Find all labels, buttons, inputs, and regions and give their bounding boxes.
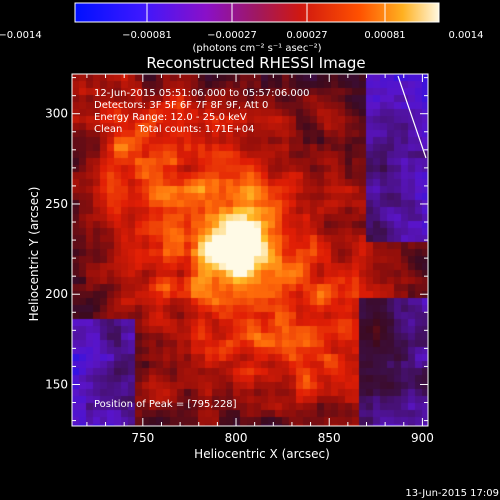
- peak-position-label: Position of Peak = [795,228]: [94, 399, 237, 410]
- title-area: Reconstructed RHESSI Image: [146, 54, 365, 72]
- x-tick-label: 900: [411, 431, 434, 445]
- colorbar-tick-label: 0.00081: [364, 30, 405, 41]
- info-line: 12-Jun-2015 05:51:06.000 to 05:57:06.000: [94, 88, 310, 99]
- info-line: Energy Range: 12.0 - 25.0 keV: [94, 112, 247, 123]
- colorbar-units-label: (photons cm⁻² s⁻¹ asec⁻²): [192, 43, 321, 54]
- footer-date: 13-Jun-2015 17:09: [405, 488, 499, 499]
- colorbar-panel: −0.0014 −0.00081 −0.00027 0.00027 0.0008…: [0, 2, 484, 54]
- x-tick-label: 850: [318, 431, 341, 445]
- x-tick-label: 800: [225, 431, 248, 445]
- x-tick-label: 750: [131, 431, 154, 445]
- x-axis-label: Heliocentric X (arcsec): [194, 447, 330, 461]
- info-line: Clean Total counts: 1.71E+04: [94, 124, 254, 135]
- limb-line: [397, 75, 427, 159]
- info-line: Detectors: 3F 5F 6F 7F 8F 9F, Att 0: [94, 100, 268, 111]
- heatmap-image[interactable]: [72, 74, 428, 426]
- y-tick-label: 150: [45, 377, 68, 391]
- plot-frame: [71, 73, 429, 427]
- y-tick-label: 250: [45, 197, 68, 211]
- colorbar-tick-label: −0.00027: [207, 30, 257, 41]
- y-tick-label: 300: [45, 107, 68, 121]
- colorbar-tick-label: −0.00081: [122, 30, 172, 41]
- colorbar-tick-label: 0.00027: [286, 30, 327, 41]
- y-axis-label: Heliocentric Y (arcsec): [27, 187, 41, 322]
- colorbar-tick-label: 0.0014: [449, 30, 484, 41]
- chart-title: Reconstructed RHESSI Image: [146, 54, 365, 72]
- colorbar-tick-label: −0.0014: [0, 30, 42, 41]
- y-tick-label: 200: [45, 287, 68, 301]
